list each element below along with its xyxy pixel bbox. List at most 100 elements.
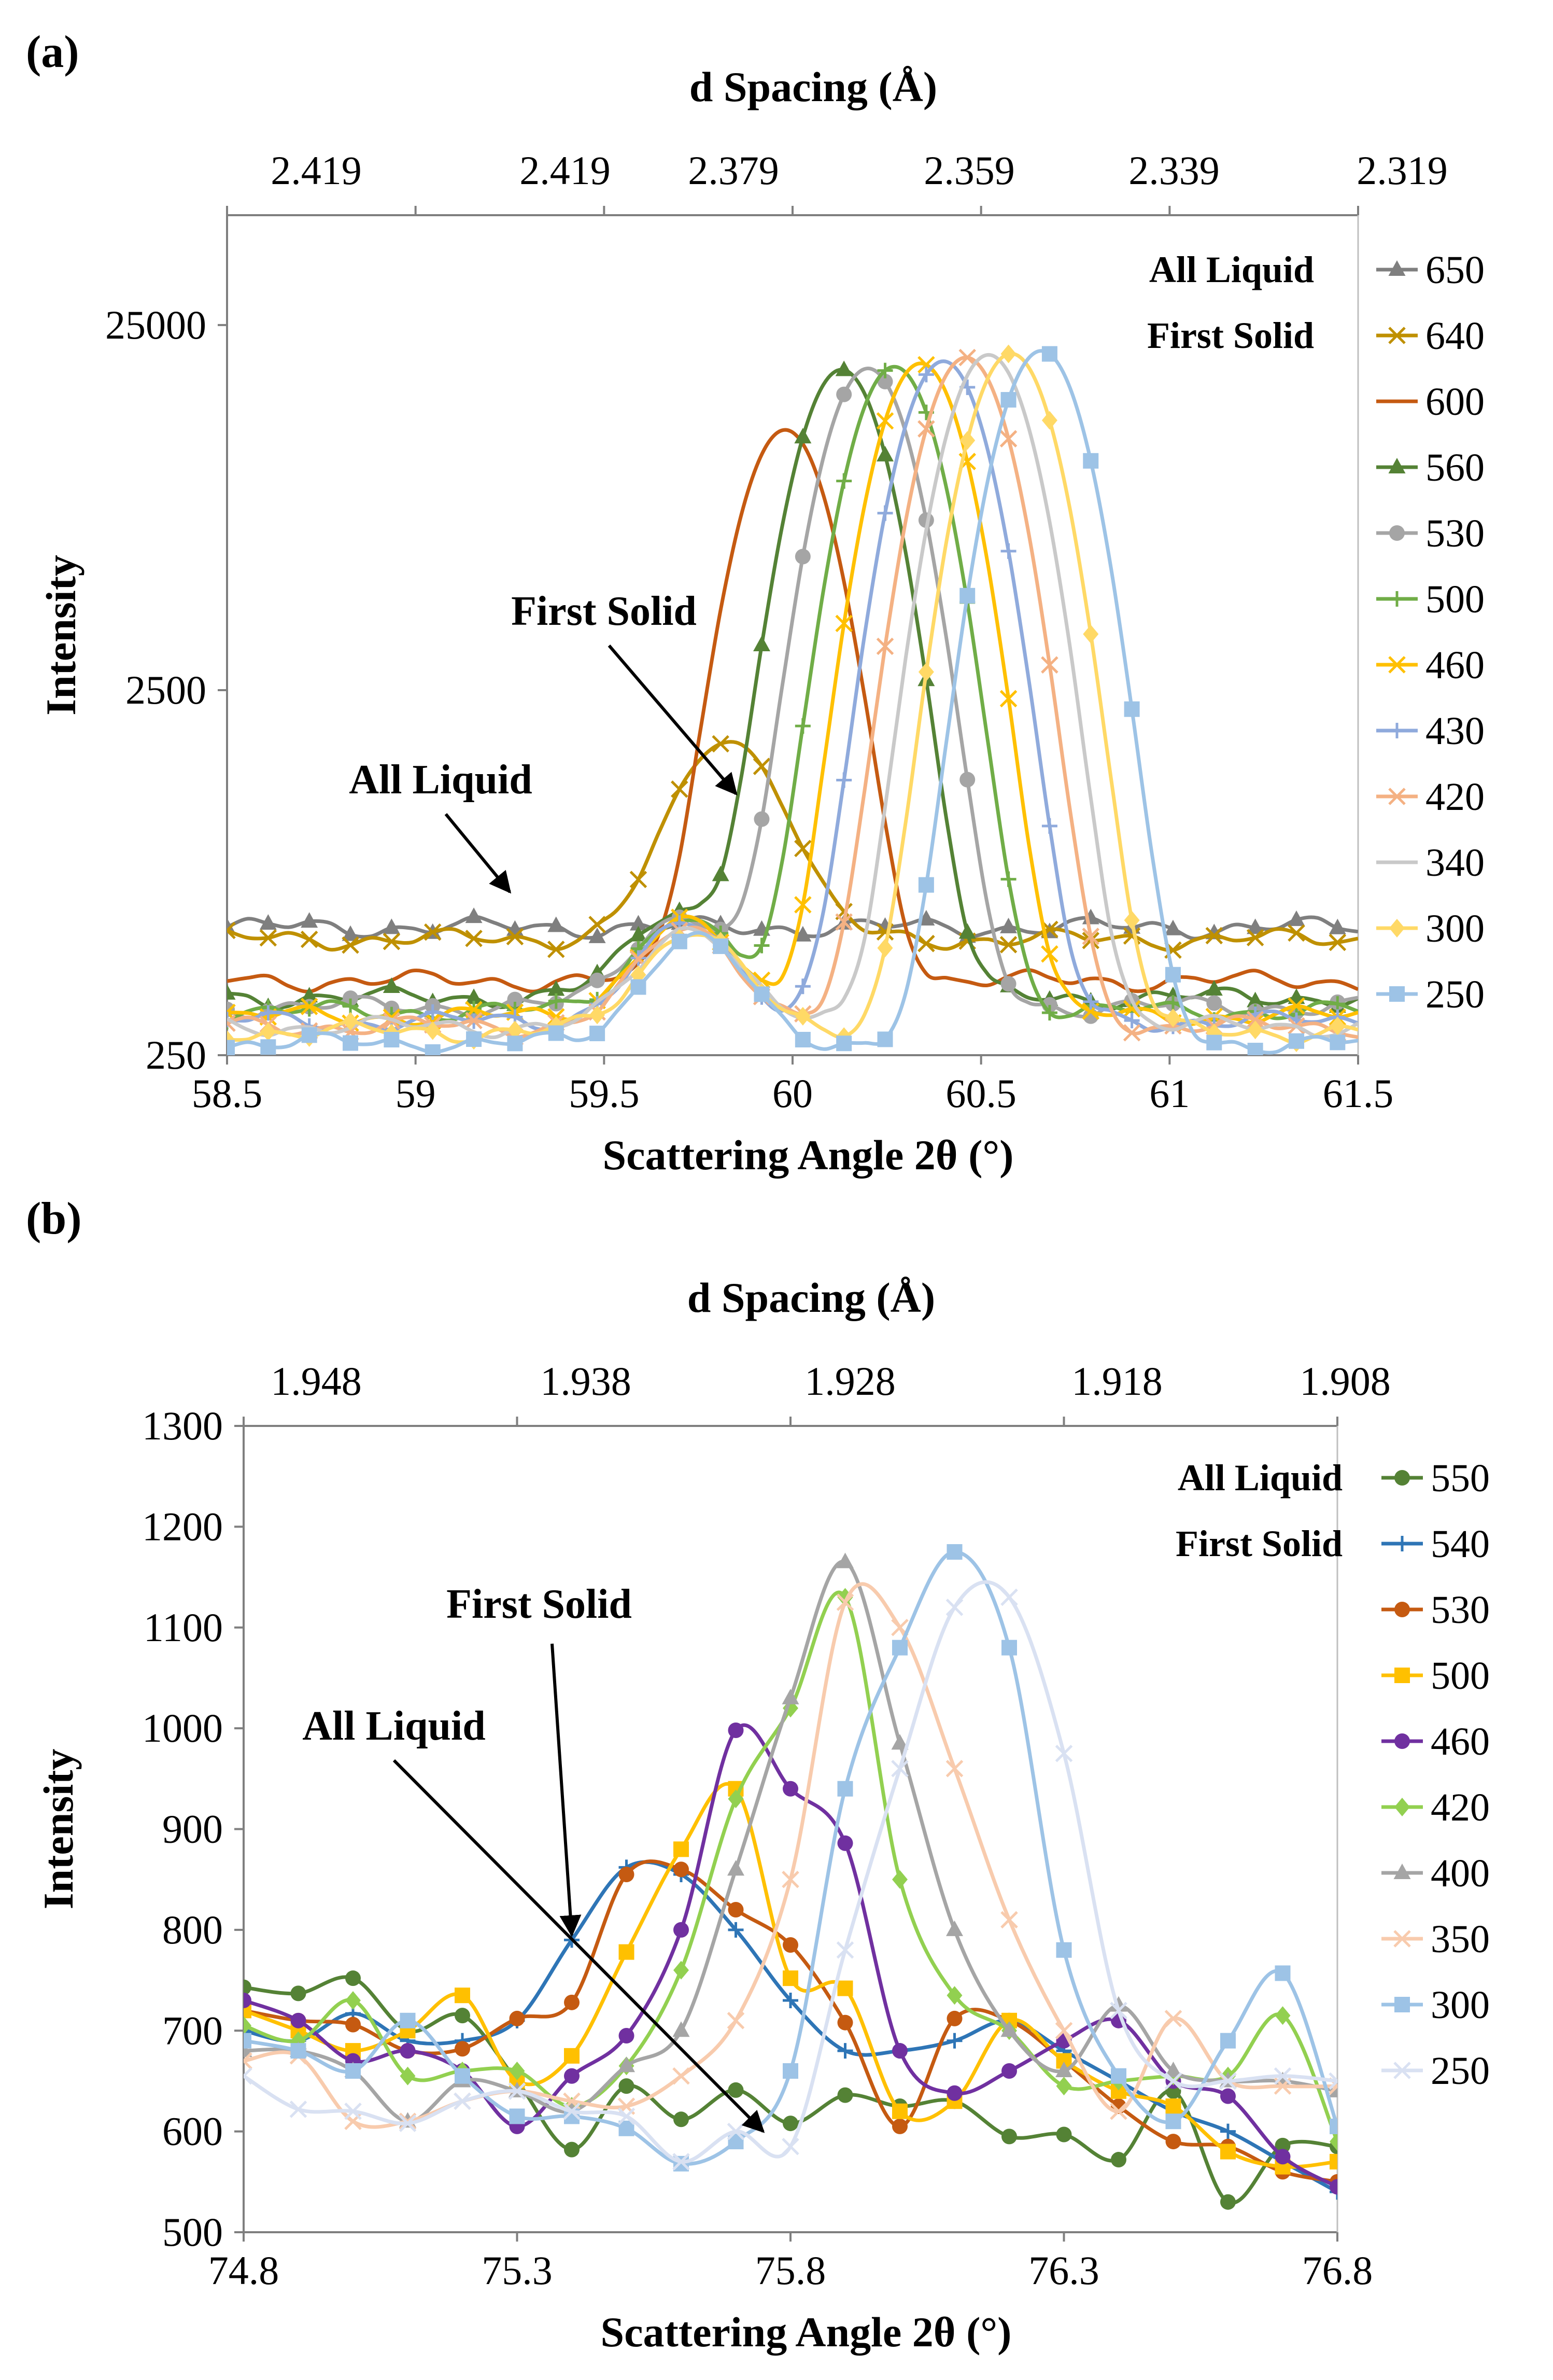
- chart-0-series-marker-250: [1165, 967, 1181, 983]
- chart-1-x2tick-label: 1.918: [1071, 1359, 1163, 1404]
- chart-0-series-marker-300: [877, 939, 893, 958]
- chart-1-series-marker-550: [837, 2087, 853, 2103]
- chart-0-series-marker-300: [425, 1021, 441, 1040]
- chart-0-series-marker-530: [1206, 995, 1222, 1011]
- chart-0-legend-note: First Solid: [1147, 315, 1314, 356]
- chart-0-series-marker-430: [1041, 818, 1057, 834]
- chart-1-series-marker-540: [1220, 2123, 1236, 2139]
- chart-0-series-marker-250: [877, 1031, 893, 1047]
- chart-1-series-marker-250: [1219, 2072, 1237, 2090]
- chart-1-series-marker-420: [673, 1961, 689, 1980]
- chart-0-series-marker-250: [713, 938, 729, 954]
- chart-1-xtick-label: 75.8: [755, 2248, 826, 2293]
- chart-1-series-marker-300: [509, 2108, 525, 2124]
- chart-1-series-line-530: [244, 1859, 1337, 2184]
- chart-0-legend-marker-560: [1388, 458, 1406, 473]
- chart-0-xlabel: Scattering Angle 2θ (°): [603, 1131, 1014, 1179]
- chart-0-series-line-300: [227, 352, 1358, 1045]
- chart-1-x2label: d Spacing (Å): [687, 1274, 935, 1321]
- chart-1-series-marker-250: [1000, 1588, 1018, 1606]
- chart-0-series-marker-430: [877, 505, 893, 521]
- chart-0-xtick-label: 61.5: [1323, 1071, 1394, 1116]
- chart-1-series-marker-530: [947, 2010, 963, 2026]
- chart-1-series-marker-540: [837, 2043, 853, 2059]
- chart-0-series-marker-420: [1041, 656, 1058, 674]
- chart-0-series-marker-250: [1206, 1034, 1222, 1051]
- chart-1-series-marker-350: [672, 2067, 690, 2085]
- chart-1-series-marker-530: [509, 2010, 525, 2026]
- chart-1-series-marker-400: [782, 1688, 799, 1704]
- chart-1-series-marker-300: [947, 1544, 963, 1560]
- chart-0-series-marker-500: [1000, 871, 1016, 887]
- chart-1-series-marker-250: [289, 2101, 307, 2118]
- chart-0-x2tick-label: 2.359: [924, 148, 1015, 193]
- chart-1-ytick-label: 1200: [142, 1504, 223, 1549]
- chart-0-annotation-arrow: [444, 813, 512, 894]
- chart-0-series-marker-300: [260, 1022, 276, 1041]
- chart-1-series-marker-250: [563, 2102, 581, 2120]
- chart-1-series-marker-250: [508, 2082, 526, 2100]
- chart-0-x2tick-label: 2.419: [271, 148, 362, 193]
- panel-a-label: (a): [26, 27, 79, 77]
- chart-0-series-marker-560: [712, 865, 729, 881]
- chart-0-legend-label-640: 640: [1425, 314, 1485, 358]
- chart-0-series-marker-560: [958, 923, 976, 939]
- chart-1-series-marker-350: [1164, 2010, 1182, 2027]
- chart-1-legend-label-540: 540: [1431, 1522, 1490, 1566]
- chart-0-series-marker-460: [1288, 997, 1305, 1015]
- chart-0-series-marker-650: [1288, 910, 1305, 926]
- chart-1-series-marker-460: [947, 2085, 963, 2101]
- chart-1-series-marker-350: [836, 1593, 854, 1611]
- chart-1-ytick-label: 1300: [142, 1403, 223, 1448]
- chart-1-series-marker-350: [399, 2112, 417, 2130]
- chart-0-series-marker-420: [465, 1012, 483, 1030]
- chart-0-series-marker-300: [507, 1020, 523, 1040]
- chart-0-series-marker-640: [300, 930, 318, 948]
- chart-0-legend-label-300: 300: [1425, 907, 1485, 950]
- chart-0-series-group: [227, 344, 1358, 1055]
- chart-1-series-marker-530: [728, 1902, 744, 1917]
- chart-1-series-marker-540: [947, 2033, 963, 2049]
- chart-0-series-marker-300: [1041, 411, 1057, 430]
- chart-0-series-marker-300: [343, 1012, 359, 1031]
- chart-0-series-marker-560: [547, 980, 565, 996]
- chart-0-series-marker-640: [259, 929, 277, 947]
- chart-1-series-marker-250: [617, 2107, 636, 2125]
- chart-0-series-marker-640: [712, 735, 729, 753]
- chart-1-series-marker-420: [728, 1789, 744, 1809]
- chart-0-series-marker-500: [877, 362, 893, 379]
- chart-1-series-marker-500: [1165, 2098, 1181, 2115]
- chart-1-ytick-label: 1100: [144, 1605, 223, 1650]
- chart-0-xtick-label: 60: [772, 1071, 813, 1116]
- chart-1-annotation-arrow: [392, 1759, 765, 2133]
- chart-0-series-marker-640: [1246, 929, 1264, 946]
- chart-1-legend-marker-400: [1393, 1864, 1411, 1879]
- chart-1-series-marker-500: [1220, 2144, 1236, 2160]
- chart-0-series-marker-530: [343, 990, 359, 1006]
- chart-1-x2tick-label: 1.938: [540, 1359, 631, 1404]
- chart-1-series-marker-300: [1330, 2118, 1337, 2134]
- chart-1-annotation-label: First Solid: [446, 1581, 632, 1627]
- chart-0-series-marker-430: [836, 772, 852, 788]
- chart-0-x2tick-label: 2.419: [519, 148, 611, 193]
- chart-0-series-marker-460: [999, 690, 1018, 708]
- chart-0-series-marker-530: [1000, 976, 1016, 992]
- chart-0-series-marker-560: [227, 984, 236, 1000]
- chart-1-series-marker-300: [400, 2012, 416, 2028]
- chart-0-series-marker-420: [958, 348, 976, 367]
- chart-0-legend: 650 640 600 560 530 500 460 430 420 340 300 250 All …: [1147, 248, 1485, 1016]
- chart-1-x2tick-label: 1.928: [804, 1359, 896, 1404]
- chart-1-series-marker-460: [783, 1781, 798, 1797]
- chart-0-series-marker-250: [671, 933, 687, 949]
- chart-0-series-marker-430: [1124, 1013, 1140, 1029]
- chart-1-series-marker-400: [1000, 2021, 1018, 2037]
- chart-1-series-marker-250: [399, 2115, 417, 2132]
- chart-1-series-marker-300: [1001, 1640, 1017, 1656]
- chart-1-series-marker-420: [509, 2062, 525, 2080]
- chart-1-series-marker-400: [672, 2021, 690, 2037]
- chart-1-series-group: [244, 1544, 1337, 2210]
- chart-1-annotation-arrow: [550, 1643, 582, 1937]
- chart-0-series-marker-500: [343, 998, 359, 1014]
- chart-1-series-marker-530: [1165, 2134, 1181, 2150]
- chart-1-series-marker-500: [837, 1980, 853, 1996]
